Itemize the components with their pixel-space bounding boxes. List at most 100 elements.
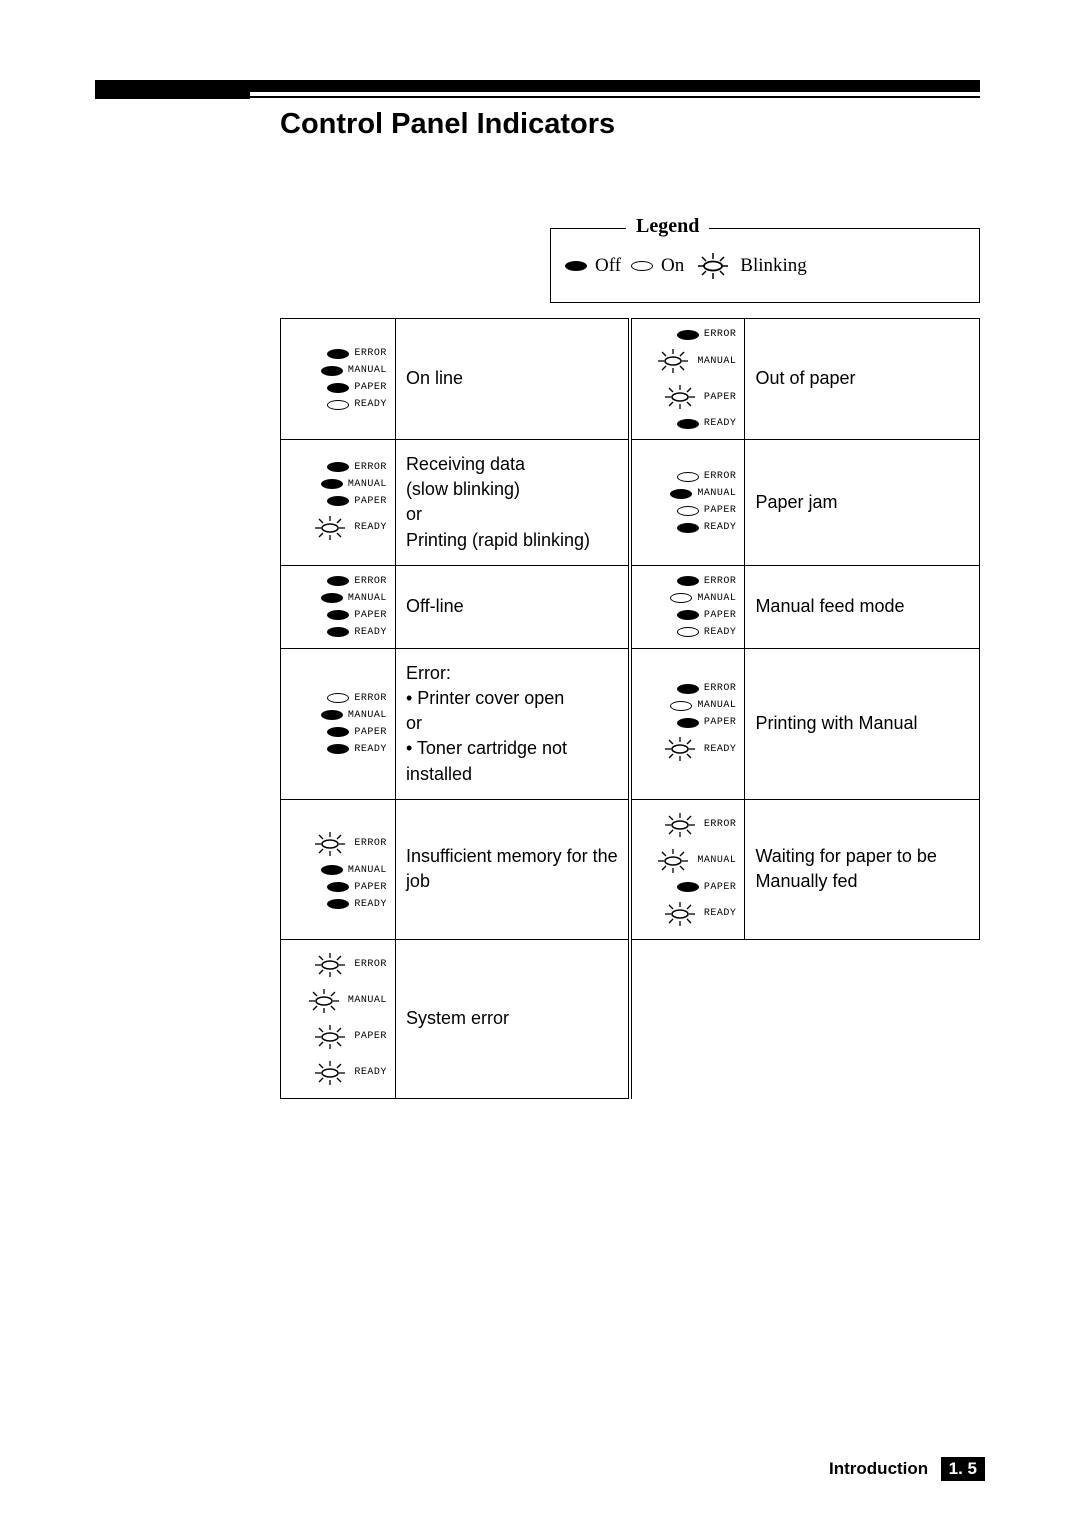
indicator-table: ERRORMANUALPAPERREADYOn lineERRORMANUALP… [280,318,980,1099]
led-off-icon [327,496,349,506]
led-stack: ERRORMANUALPAPERREADY [289,462,387,543]
led-off-icon [327,349,349,359]
led-row: READY [640,627,736,638]
led-label: PAPER [704,882,737,893]
led-blink-icon [311,950,349,980]
led-row: ERROR [289,693,387,704]
led-label: MANUAL [697,356,736,367]
led-stack: ERROR MANUAL PAPER READY [289,348,387,410]
led-row: MANUAL [289,479,387,490]
indicator-cell: ERROR MANUAL PAPER READY [630,565,745,648]
led-row: MANUAL [640,488,736,499]
led-stack: ERRORMANUALPAPERREADY [289,576,387,638]
led-label: PAPER [354,882,387,893]
indicator-cell: ERRORMANUALPAPERREADY [630,440,745,566]
led-row: MANUAL [289,593,387,604]
indicator-cell: ERROR MANUAL PAPER READY [281,319,396,440]
indicator-cell: ERROR MANUAL PAPER READY [630,319,745,440]
led-row: READY [640,899,736,929]
led-row: READY [640,418,736,429]
led-stack: ERRORMANUALPAPERREADY [289,829,387,910]
empty-cell [630,939,745,1098]
led-off-icon [327,744,349,754]
led-row: ERROR [640,576,736,587]
led-off-icon [327,462,349,472]
legend-on-label: On [661,255,684,277]
led-stack: ERROR MANUAL PAPER READY [640,576,736,638]
description-cell: Error:• Printer cover openor• Toner cart… [395,648,630,799]
led-row: ERROR [640,329,736,340]
led-off-icon [565,261,587,271]
led-off-icon [321,865,343,875]
led-label: READY [704,627,737,638]
led-off-icon [321,479,343,489]
led-on-icon [327,400,349,410]
led-off-icon [677,684,699,694]
led-stack: ERRORMANUALPAPERREADY [289,693,387,755]
led-label: MANUAL [697,700,736,711]
led-blink-icon [311,513,349,543]
led-label: MANUAL [348,710,387,721]
description-cell: Off-line [395,565,630,648]
empty-cell [745,939,980,1098]
led-blink-icon [661,810,699,840]
led-off-icon [677,330,699,340]
indicator-cell: ERRORMANUALPAPERREADY [281,939,396,1098]
table-row: ERRORMANUALPAPERREADYOff-lineERRORMANUAL… [281,565,980,648]
description-cell: Manual feed mode [745,565,980,648]
led-row: READY [289,899,387,910]
led-off-icon [321,710,343,720]
table-row: ERRORMANUALPAPERREADYReceiving data(slow… [281,440,980,566]
led-blink-icon [661,734,699,764]
led-row: READY [289,627,387,638]
led-on-icon [677,472,699,482]
led-row: READY [289,399,387,410]
led-blink-icon [311,1058,349,1088]
led-row: MANUAL [289,865,387,876]
led-on-icon [327,693,349,703]
led-row: ERROR [289,462,387,473]
led-row: ERROR [289,950,387,980]
led-label: READY [354,399,387,410]
led-row: PAPER [640,610,736,621]
led-label: PAPER [704,392,737,403]
led-label: MANUAL [348,365,387,376]
led-off-icon [327,727,349,737]
led-label: PAPER [704,610,737,621]
led-label: MANUAL [348,995,387,1006]
led-row: PAPER [640,717,736,728]
led-label: PAPER [354,496,387,507]
led-row: PAPER [289,496,387,507]
led-row: ERROR [289,348,387,359]
led-off-icon [327,576,349,586]
led-on-icon [677,627,699,637]
led-off-icon [321,366,343,376]
led-blink-icon [311,829,349,859]
led-blink-icon [661,382,699,412]
led-row: MANUAL [289,365,387,376]
led-row: MANUAL [289,710,387,721]
description-cell: Printing with Manual [745,648,980,799]
indicator-cell: ERRORMANUALPAPERREADY [281,648,396,799]
led-blink-icon [305,986,343,1016]
led-row: MANUAL [640,593,736,604]
table-row: ERRORMANUALPAPERREADYSystem error [281,939,980,1098]
led-blink-icon [654,846,692,876]
led-label: READY [704,744,737,755]
indicator-cell: ERRORMANUALPAPERREADY [281,440,396,566]
footer-section: Introduction [829,1459,928,1478]
led-off-icon [677,419,699,429]
led-label: READY [704,522,737,533]
led-row: ERROR [640,810,736,840]
led-row: MANUAL [289,986,387,1016]
led-stack: ERROR MANUAL PAPER READY [640,329,736,429]
led-label: ERROR [704,576,737,587]
indicator-cell: ERRORMANUALPAPERREADY [630,648,745,799]
led-off-icon [327,627,349,637]
led-row: PAPER [289,610,387,621]
led-off-icon [670,489,692,499]
description-cell: Paper jam [745,440,980,566]
led-label: ERROR [704,329,737,340]
led-label: PAPER [354,382,387,393]
led-stack: ERRORMANUALPAPERREADY [640,471,736,533]
